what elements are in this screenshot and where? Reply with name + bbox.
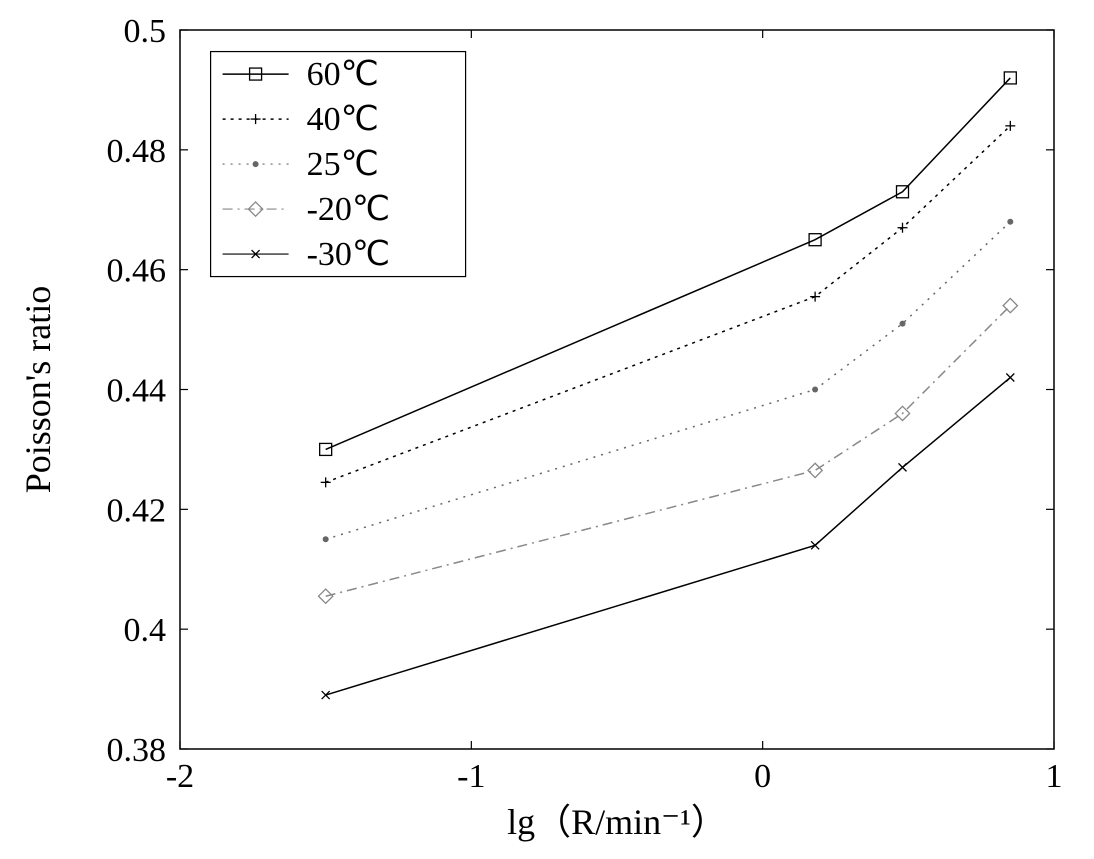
legend-label-4: -30℃ [307, 236, 391, 273]
legend-label-2: 25℃ [307, 146, 379, 183]
svg-text:1: 1 [1046, 758, 1063, 795]
svg-text:-1: -1 [457, 758, 485, 795]
series--30℃ [326, 378, 1011, 696]
x-axis-label: lg（R/min⁻¹） [507, 802, 727, 842]
legend-label-0: 60℃ [307, 56, 379, 93]
svg-text:0.46: 0.46 [107, 253, 167, 290]
series-25℃ [326, 222, 1011, 540]
svg-text:0: 0 [754, 758, 771, 795]
series--20℃ [326, 306, 1011, 597]
svg-text:0.4: 0.4 [124, 612, 167, 649]
series-40℃ [326, 126, 1011, 483]
svg-text:0.38: 0.38 [107, 732, 167, 769]
svg-text:0.44: 0.44 [107, 373, 167, 410]
legend-label-1: 40℃ [307, 101, 379, 138]
svg-text:0.48: 0.48 [107, 133, 167, 170]
legend-label-3: -20℃ [307, 191, 391, 228]
svg-text:0.5: 0.5 [124, 13, 167, 50]
svg-text:0.42: 0.42 [107, 492, 167, 529]
series-60℃ [326, 78, 1011, 449]
y-axis-label: Poisson's ratio [18, 286, 58, 494]
svg-text:-2: -2 [166, 758, 194, 795]
poisson-chart: -2 -1 0 1 0.38 0.4 0.42 0.44 0.46 0.48 0.5 lg（R/min… [0, 0, 1094, 859]
